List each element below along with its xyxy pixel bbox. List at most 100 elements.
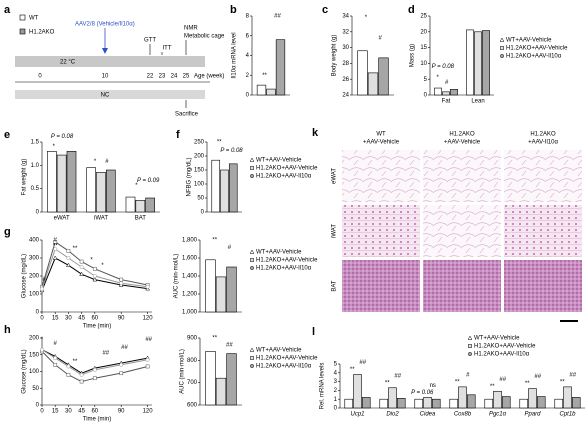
- annotation: #: [378, 36, 382, 42]
- bar: [458, 386, 467, 409]
- panel-letter: b: [230, 4, 237, 16]
- legend-label: H1.2AKO+AAV-Vehicle: [256, 356, 318, 362]
- y-tick-label: 300: [29, 256, 40, 262]
- x-tick-label: 60: [91, 316, 98, 322]
- y-axis-label: Glucose (mg/dL): [22, 254, 28, 298]
- injection-label: AAV2/8 (Vehicle/Il10α): [75, 22, 135, 28]
- marker: [66, 256, 71, 260]
- marker: [500, 54, 504, 58]
- annotation: ##: [499, 377, 506, 383]
- marker: [250, 174, 254, 178]
- x-tick-label: Ppard: [524, 412, 541, 418]
- marker: [250, 258, 254, 262]
- x-tick-label: 30: [65, 409, 72, 415]
- bar: [145, 197, 155, 213]
- annotation: **: [73, 359, 78, 365]
- panel-letter: l: [312, 326, 315, 338]
- y-tick-label: 26: [342, 77, 349, 83]
- row-label: eWAT: [332, 168, 338, 184]
- annotation: **: [525, 381, 530, 387]
- y-tick-label: 24: [342, 93, 349, 99]
- annotation: *: [135, 183, 138, 189]
- y-tick-label: 8: [246, 14, 250, 20]
- x-tick-label: 90: [118, 409, 125, 415]
- histology-grid: [342, 150, 582, 312]
- y-tick-label: 0: [36, 403, 40, 409]
- y-tick-label: 50: [197, 196, 204, 202]
- y-tick-label: 0: [36, 310, 40, 316]
- bar: [220, 169, 229, 213]
- annotation: #: [466, 372, 470, 378]
- bar: [536, 396, 546, 409]
- marker: [66, 262, 71, 267]
- bar: [378, 57, 389, 96]
- marker: [250, 266, 254, 270]
- y-tick-label: 200: [29, 274, 40, 280]
- y-tick-label: 4: [334, 370, 338, 376]
- legend-label: H1.2AKO+AAV-Vehicle: [474, 344, 536, 350]
- annotation: P = 0.06: [411, 390, 434, 396]
- marker: [79, 265, 84, 269]
- annotation: #: [228, 245, 232, 251]
- x-tick-label: Dio2: [386, 412, 399, 418]
- marker: [53, 247, 58, 251]
- column-label: +AAV-Vehicle: [363, 140, 400, 146]
- legend-label: WT+AAV-Vehicle: [256, 348, 302, 354]
- marker: [468, 352, 472, 356]
- bar: [431, 398, 441, 409]
- bar: [528, 388, 537, 409]
- bar: [86, 167, 96, 213]
- bar: [449, 398, 459, 409]
- bar: [135, 200, 146, 213]
- annotation: **: [73, 246, 78, 252]
- annotation: **: [212, 336, 217, 342]
- y-tick-label: 5: [424, 77, 428, 83]
- x-tick-label: 0: [40, 316, 44, 322]
- bar: [466, 29, 474, 96]
- bar: [554, 398, 564, 409]
- annotation: **: [217, 140, 222, 146]
- bar: [423, 397, 432, 409]
- bar: [367, 72, 379, 96]
- marker: [499, 37, 505, 42]
- annotation: *: [94, 159, 97, 165]
- y-tick-label: 34: [342, 14, 349, 20]
- age-label: 22: [147, 74, 154, 80]
- age-label: 0: [38, 74, 42, 80]
- marker: [249, 157, 255, 162]
- x-tick-label: Lean: [471, 99, 484, 105]
- bar: [434, 87, 442, 96]
- test-label: GTT: [144, 38, 156, 44]
- annotation: *: [101, 263, 104, 269]
- legend-label: WT+AAV-Vehicle: [256, 158, 302, 164]
- bar: [388, 387, 397, 409]
- marker: [79, 271, 84, 276]
- legend-label: H1.2AKO+AAV-Il10α: [256, 364, 312, 370]
- marker: [119, 281, 124, 286]
- marker: [500, 46, 504, 50]
- histology-image: [342, 150, 420, 202]
- panel-letter: d: [408, 4, 415, 16]
- marker: [66, 373, 71, 377]
- legend-label: H1.2AKO+AAV-Vehicle: [506, 46, 568, 52]
- column-label: H1.2AKO: [449, 132, 475, 138]
- bar: [571, 397, 581, 409]
- sacrifice-label: Sacrifice: [175, 112, 199, 118]
- marker: [92, 266, 97, 271]
- x-tick-label: Cidea: [420, 412, 436, 418]
- marker: [40, 347, 44, 352]
- y-axis-label: Il10α mRNA level: [232, 32, 238, 78]
- x-tick-label: 120: [143, 409, 154, 415]
- y-tick-label: 0: [36, 210, 40, 216]
- x-tick-label: eWAT: [54, 216, 70, 222]
- column-label: H1.2AKO: [530, 132, 556, 138]
- y-tick-label: 800: [187, 358, 198, 364]
- y-tick-label: 100: [29, 369, 40, 375]
- y-tick-label: 1,400: [182, 274, 198, 280]
- y-axis-label: AUC (min·mol/L): [180, 349, 186, 394]
- annotation: *: [90, 258, 93, 264]
- x-tick-label: 90: [118, 316, 125, 322]
- annotation: **: [455, 379, 460, 385]
- annotation: #: [43, 277, 47, 283]
